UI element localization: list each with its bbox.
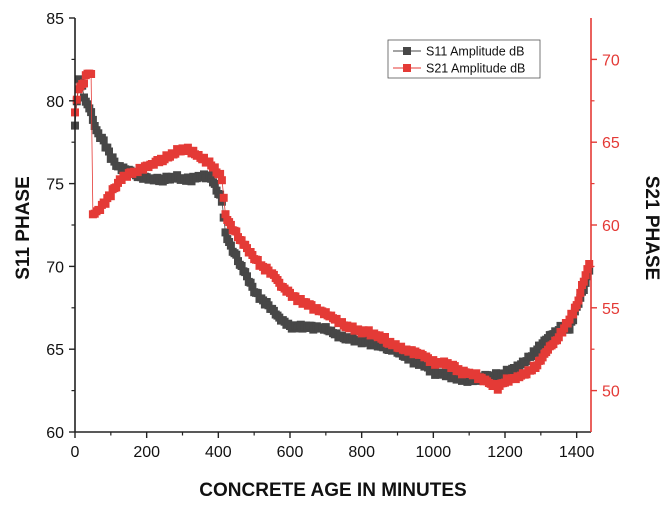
s11-point	[241, 268, 250, 277]
left-y-tick-label: 85	[46, 11, 64, 28]
s11-point	[243, 272, 251, 281]
s21-point	[106, 192, 115, 201]
s11-point	[90, 122, 99, 130]
s21-point	[87, 70, 96, 78]
right-y-tick-label: 65	[602, 135, 620, 152]
x-tick-label: 400	[205, 444, 232, 461]
left-y-tick-label: 65	[46, 342, 64, 359]
s21-point	[96, 206, 105, 214]
s11-point	[565, 325, 574, 334]
s21-point	[226, 220, 235, 229]
s21-point	[583, 265, 592, 274]
s21-point	[219, 193, 228, 202]
s11-point	[248, 282, 257, 291]
s11-point	[87, 108, 96, 117]
legend-box	[387, 39, 541, 79]
right-y-tick-label: 55	[602, 301, 620, 318]
s21-point	[572, 301, 581, 310]
s21-point	[581, 271, 590, 280]
s11-point	[226, 241, 235, 250]
s11-point	[522, 357, 531, 366]
left-y-tick-label: 60	[46, 425, 64, 442]
x-tick-label: 0	[71, 444, 80, 461]
s21-point	[569, 310, 578, 319]
s11-point	[237, 262, 246, 270]
left-y-tick-label: 70	[46, 259, 64, 276]
left-y-axis-label: S11 PHASE	[13, 176, 34, 280]
x-tick-label: 1200	[487, 444, 523, 461]
s21-point	[253, 256, 262, 264]
right-y-tick-label: 50	[602, 384, 620, 401]
s11-point	[83, 100, 92, 109]
s21-point	[216, 169, 225, 178]
legend-label: S11 Amplitude dB	[426, 45, 524, 59]
s11-point	[246, 278, 255, 287]
s21-point	[232, 227, 241, 236]
left-y-tick-label: 75	[46, 177, 64, 194]
x-tick-label: 200	[133, 444, 160, 461]
axes-group: 0 200 400 600 800 1000 1200 1400 60 65 70 75 80 85 50 5…	[46, 11, 620, 461]
s11-point	[94, 129, 103, 138]
x-tick-label: 800	[348, 444, 375, 461]
x-tick-label: 600	[277, 444, 304, 461]
legend-label: S21 Amplitude dB	[426, 62, 525, 76]
s21-point	[574, 296, 583, 305]
s21-line	[74, 71, 590, 388]
s21-point	[72, 95, 81, 104]
s21-point	[248, 251, 257, 259]
legend-marker-swatch	[403, 47, 411, 55]
s21-point	[558, 328, 567, 337]
s21-point	[565, 315, 574, 324]
s21-point	[80, 79, 88, 88]
s11-point	[80, 93, 88, 102]
right-y-axis-label: S21 PHASE	[641, 176, 662, 281]
s11-point	[110, 157, 119, 166]
left-y-tick-label: 80	[46, 94, 64, 111]
x-axis-label: CONCRETE AGE IN MINUTES	[199, 480, 466, 501]
s21-point	[533, 361, 542, 370]
x-tick-label: 1000	[416, 444, 452, 461]
s21-point	[579, 277, 588, 286]
s21-point	[237, 236, 246, 245]
s21-point	[210, 163, 219, 172]
s11-point	[232, 250, 241, 259]
right-y-tick-label: 60	[602, 218, 620, 235]
s21-point	[560, 324, 569, 333]
s11-point	[99, 136, 108, 145]
s21-point	[585, 260, 594, 268]
s11-point	[253, 289, 262, 298]
s11-point	[105, 147, 113, 156]
s21-series-group	[71, 69, 594, 394]
s21-point	[221, 210, 230, 219]
s21-point	[554, 333, 563, 342]
s11-point	[221, 228, 230, 237]
s11-point	[210, 179, 219, 188]
x-tick-label: 1400	[559, 444, 595, 461]
s21-point	[576, 288, 585, 297]
s11-point	[108, 153, 117, 162]
s21-point	[381, 333, 389, 341]
s21-point	[200, 153, 208, 162]
s21-point	[101, 199, 110, 208]
legend: S11 Amplitude dB S21 Amplitude dB	[387, 39, 541, 79]
s21-point	[117, 176, 126, 184]
s11-point	[88, 115, 97, 124]
right-y-tick-label: 70	[602, 52, 620, 69]
legend-marker-swatch	[403, 64, 411, 72]
s21-point	[217, 176, 226, 185]
s21-point	[112, 183, 121, 192]
s11-series-group	[71, 75, 594, 386]
